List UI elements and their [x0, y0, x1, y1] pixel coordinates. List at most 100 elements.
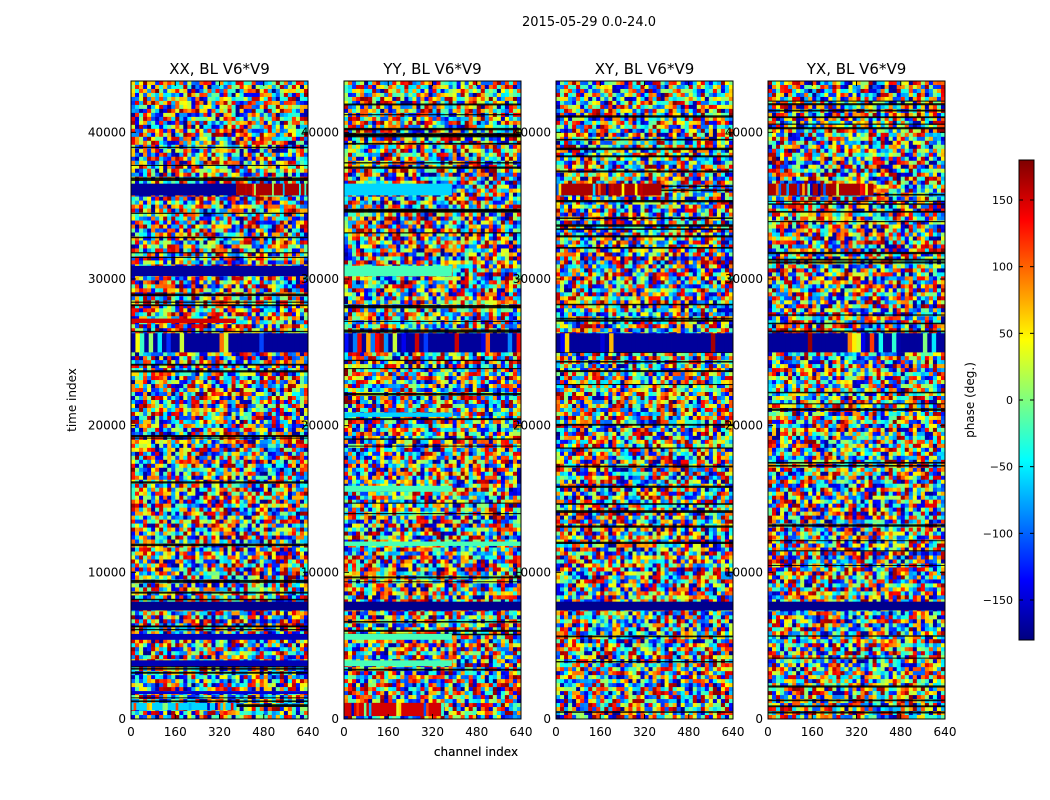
y-tick-label: 0 [331, 712, 339, 726]
phase-band-segment [284, 183, 287, 196]
phase-band-segment [637, 183, 641, 196]
phase-band-segment [170, 702, 174, 711]
phase-band-segment [237, 333, 243, 353]
flag-line [556, 235, 733, 238]
phase-band-segment [459, 333, 464, 353]
flag-line [131, 625, 308, 628]
phase-band-segment [836, 183, 840, 196]
phase-band-segment [802, 183, 806, 196]
phase-band-segment [603, 183, 607, 196]
phase-band-segment [728, 333, 733, 353]
phase-band [131, 660, 308, 667]
y-tick-label: 20000 [725, 419, 763, 433]
phase-band-segment [243, 183, 246, 196]
phase-band [344, 183, 452, 196]
phase-band-segment [138, 702, 142, 711]
phase-band-segment [252, 183, 255, 196]
flag-line [768, 685, 945, 688]
flag-line [344, 359, 521, 362]
phase-band-segment [194, 702, 198, 711]
phase-band-segment [254, 333, 260, 353]
flag-line [556, 635, 733, 638]
phase-band-segment [463, 333, 469, 353]
phase-band-segment [622, 333, 628, 353]
y-tick-label: 10000 [513, 565, 551, 579]
phase-band-segment [215, 333, 220, 353]
flag-line [344, 134, 521, 138]
phase-band-segment [397, 333, 402, 353]
phase-band-segment [878, 333, 884, 353]
phase-band-segment [178, 702, 182, 711]
phase-band-segment [223, 333, 229, 353]
phase-band-segment [560, 333, 566, 353]
phase-band-segment [647, 183, 651, 196]
phase-band-segment [366, 333, 371, 353]
phase-band-segment [715, 333, 721, 353]
phase-band-segment [201, 333, 207, 353]
phase-band-segment [778, 183, 782, 196]
phase-band-segment [900, 333, 906, 353]
phase-band-segment [144, 702, 148, 711]
phase-band [344, 541, 521, 546]
phase-band-segment [810, 183, 814, 196]
phase-band-segment [179, 333, 185, 353]
phase-band-segment [591, 333, 597, 353]
phase-band-segment [608, 183, 612, 196]
x-tick-label: 640 [297, 725, 320, 739]
phase-band-segment [584, 183, 588, 196]
phase-band-segment [358, 702, 362, 717]
flag-line [556, 485, 733, 488]
x-tick-label: 320 [208, 725, 231, 739]
flag-line [344, 329, 521, 332]
flag-line [131, 370, 308, 373]
x-tick-label: 0 [340, 725, 348, 739]
phase-band-segment [768, 183, 772, 196]
flag-line [556, 541, 733, 544]
flag-line [556, 303, 733, 306]
phase-band-segment [254, 183, 257, 196]
phase-band-segment [290, 183, 293, 196]
phase-band-segment [494, 333, 500, 353]
phase-band-segment [867, 183, 871, 196]
flag-line [131, 363, 308, 366]
phase-band-segment [860, 333, 866, 353]
flag-line [131, 330, 308, 333]
phase-band-segment [781, 183, 785, 196]
phase-band-segment [621, 183, 625, 196]
phase-band-segment [361, 702, 365, 717]
phase-band-segment [403, 702, 407, 717]
phase-band-segment [391, 702, 395, 717]
phase-band-segment [865, 183, 869, 196]
phase-band-segment [270, 183, 273, 196]
phase-band [131, 318, 237, 323]
flag-line [556, 317, 733, 319]
phase-band-segment [201, 702, 205, 711]
phase-band-segment [556, 183, 560, 196]
phase-band-segment [215, 702, 219, 711]
phase-band-segment [789, 183, 793, 196]
phase-band-segment [378, 702, 382, 717]
phase-band-segment [786, 183, 790, 196]
phase-band-segment [838, 333, 844, 353]
phase-band-segment [279, 183, 282, 196]
phase-band-segment [302, 183, 305, 196]
phase-band-segment [408, 702, 412, 717]
flag-line [344, 306, 521, 309]
phase-band-segment [679, 333, 685, 353]
phase-band-segment [613, 183, 617, 196]
phase-band-segment [344, 333, 349, 353]
phase-band-segment [644, 333, 650, 353]
phase-band-segment [306, 183, 308, 196]
phase-band-segment [255, 183, 259, 196]
phase-band-segment [476, 333, 482, 353]
phase-band-segment [445, 333, 451, 353]
phase-band-segment [772, 333, 778, 353]
phase-band-segment [275, 183, 278, 196]
flag-line [768, 127, 945, 130]
x-tick-label: 160 [589, 725, 612, 739]
phase-band-segment [648, 333, 654, 353]
phase-band-segment [927, 333, 933, 353]
flag-line [131, 481, 308, 484]
phase-band-segment [295, 183, 298, 196]
phase-band-segment [631, 333, 637, 353]
